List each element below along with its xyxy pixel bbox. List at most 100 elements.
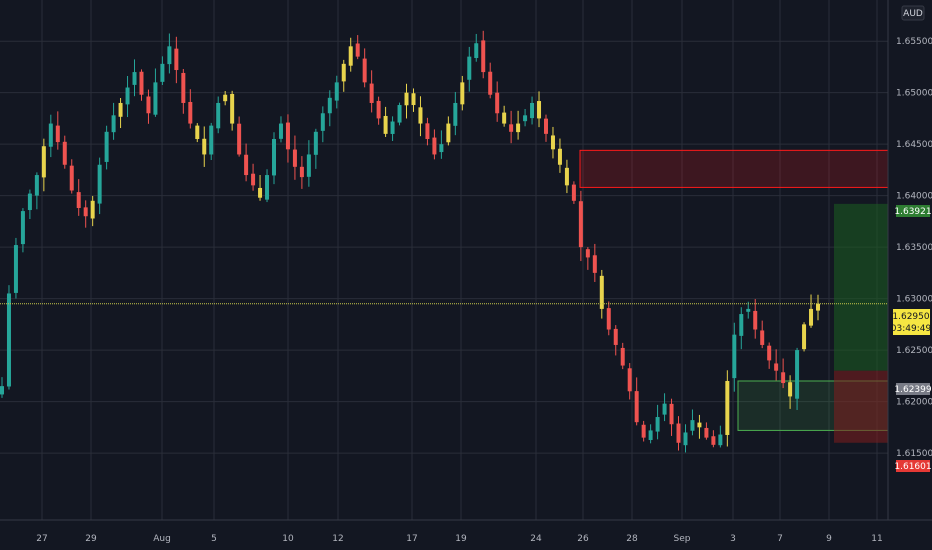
candle (439, 130, 444, 159)
time-tick-label: 9 (826, 534, 832, 544)
candle (104, 125, 109, 170)
candle-body (753, 310, 758, 330)
candle-body (306, 154, 311, 177)
countdown-label: 03:49:49 (891, 324, 932, 334)
candle (397, 102, 402, 126)
candle (20, 208, 25, 253)
candle (523, 109, 528, 127)
candle (48, 114, 53, 158)
candle-body (216, 102, 221, 129)
price-tick-label: 1.64500 (896, 140, 932, 150)
candle-body (390, 121, 395, 134)
candle (181, 68, 186, 114)
candle-body (683, 432, 688, 446)
candle-body (195, 125, 200, 140)
time-tick-label: 5 (211, 534, 217, 544)
candle (390, 116, 395, 141)
candle-body (160, 63, 165, 82)
candle-body (781, 372, 786, 384)
candle-body (272, 139, 276, 176)
candle-body (460, 82, 465, 105)
candle-body (718, 434, 723, 446)
candle-body (83, 207, 88, 217)
candle-body (690, 420, 695, 431)
candle (411, 88, 416, 112)
last-price-label: 1.62950 (892, 312, 929, 322)
candle (167, 33, 172, 74)
candle (174, 36, 179, 84)
time-tick-label: 7 (777, 534, 783, 544)
candle (460, 75, 465, 111)
candle (41, 138, 46, 192)
candle-body (788, 382, 793, 397)
candle-body (641, 424, 646, 438)
candle (27, 189, 32, 220)
candle (544, 114, 548, 142)
candle (648, 424, 653, 444)
candle-body (613, 328, 618, 345)
candle (251, 163, 256, 191)
candle-body (760, 330, 765, 345)
candle (160, 56, 165, 86)
red-price-tag: 1.61601 (894, 460, 932, 472)
candle-body (237, 123, 242, 155)
candle (341, 59, 346, 92)
candle-body (795, 350, 800, 399)
currency-badge[interactable]: AUD (901, 5, 925, 21)
candle-body (69, 165, 74, 191)
candle (139, 69, 144, 101)
candle-body (739, 314, 744, 336)
candle (795, 347, 800, 410)
candle (467, 46, 472, 92)
candle (704, 422, 709, 440)
candle-body (502, 112, 507, 124)
candle (676, 416, 681, 451)
candle-body (606, 308, 611, 330)
candle-body (13, 245, 18, 293)
candle (195, 123, 200, 143)
candle-body (432, 137, 437, 155)
candle (146, 89, 151, 124)
candle (550, 126, 555, 159)
candle (746, 301, 751, 319)
zones-layer (579, 149, 889, 443)
candle-body (711, 436, 716, 445)
candles-layer (0, 30, 820, 453)
last-price-tag: 1.62950 03:49:49 (891, 309, 932, 335)
candle-body (732, 334, 737, 379)
candle (83, 200, 88, 228)
candle-body (362, 58, 367, 83)
candle-body (509, 124, 514, 132)
candle-body (523, 115, 528, 122)
time-tick-label: 19 (455, 534, 467, 544)
candle (788, 375, 793, 409)
candle (474, 33, 479, 62)
time-tick-label: Aug (153, 534, 171, 544)
candle-body (292, 149, 297, 167)
candle (620, 342, 625, 370)
candle (6, 285, 11, 390)
candle (355, 35, 360, 60)
target-zone (834, 203, 888, 371)
price-tick-label: 1.64000 (896, 192, 932, 202)
candle-body (425, 123, 430, 140)
time-tick-label: 11 (871, 534, 882, 544)
candle-body (809, 308, 814, 326)
candle-body (341, 63, 346, 82)
price-axis[interactable] (888, 0, 932, 520)
candle-body (592, 255, 597, 273)
candle (111, 102, 116, 140)
time-axis[interactable] (0, 520, 888, 550)
candle-body (481, 40, 486, 73)
candle (509, 110, 514, 144)
candle-body (230, 93, 235, 124)
candle-body (90, 200, 95, 219)
candle (292, 135, 297, 180)
candle (537, 91, 542, 128)
candle-body (174, 48, 179, 71)
candle (516, 110, 521, 140)
candle-body (97, 164, 102, 204)
candle (488, 62, 493, 99)
candle (641, 420, 646, 442)
